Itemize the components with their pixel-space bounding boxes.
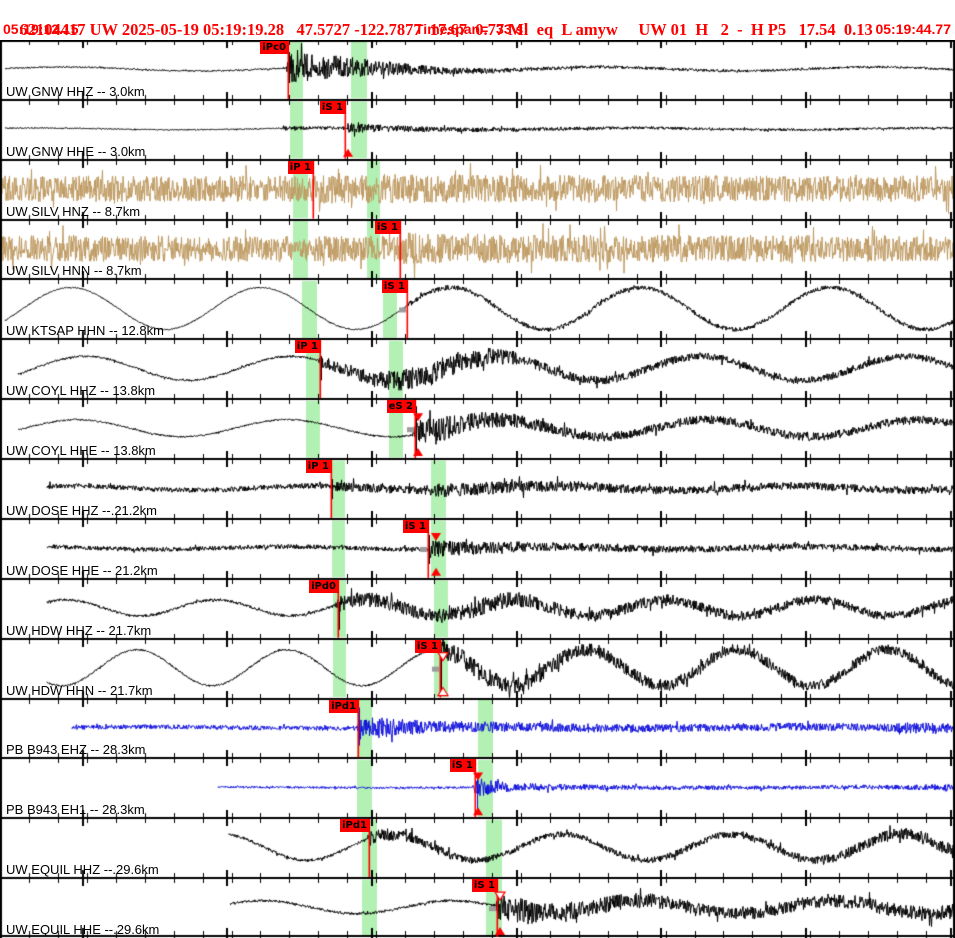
station-label: UW EQUIL HHZ --.29.6km <box>6 862 159 878</box>
station-label: UW GNW HHE -- 3.0km <box>6 143 146 159</box>
station-label: UW EQUIL HHE --.29.6km <box>6 922 160 937</box>
pick-flag[interactable]: iP 1 <box>294 340 321 354</box>
window-end-time: 05:19:44.77 <box>875 21 951 37</box>
timespan-label: Timespan= 33 s <box>415 21 524 37</box>
event-header: 62104417 UW 2025-05-19 05:19:19.28 47.57… <box>3 0 955 39</box>
pick-flag[interactable]: iP 1 <box>305 460 332 474</box>
pick-flag[interactable]: iP 1 <box>287 160 314 174</box>
station-label: UW SILV HNN -- 8.7km <box>6 263 142 279</box>
pick-flag[interactable]: iS 1 <box>449 759 476 773</box>
station-label: UW KTSAP HHN -- 12.8km <box>6 323 164 339</box>
station-label: UW COYL HHE -- 13.8km <box>6 443 156 459</box>
station-label: UW COYL HHZ -- 13.8km <box>6 383 156 399</box>
pick-flag[interactable]: iS 1 <box>381 280 408 294</box>
pick-flag[interactable]: iS 1 <box>414 639 441 653</box>
station-label: UW SILV HNZ -- 8.7km <box>6 203 141 219</box>
seismogram-canvas[interactable] <box>0 40 955 938</box>
station-label: UW DOSE HHE -- 21.2km <box>6 562 158 578</box>
pick-flag[interactable]: eS 2 <box>386 400 416 414</box>
station-label: UW HDW HHZ -- 21.7km <box>6 622 152 638</box>
station-label: PB B943 EH1 -- 28.3km <box>6 802 145 818</box>
event-summary-text: 62104417 UW 2025-05-19 05:19:19.28 47.57… <box>19 20 873 39</box>
station-label: UW HDW HHN -- 21.7km <box>6 682 153 698</box>
pick-flag[interactable]: iS 1 <box>471 879 498 893</box>
station-label: UW GNW HHZ -- 3.0km <box>6 83 145 99</box>
pick-flag[interactable]: iPd1 <box>329 699 359 713</box>
station-label: PB B943 EHZ -- 28.3km <box>6 742 146 758</box>
station-label: UW DOSE HHZ --.21.2km <box>6 502 157 518</box>
pick-flag[interactable]: iPc0 <box>260 41 289 54</box>
trace-area: UW GNW HHZ -- 3.0km iPc0 UW GNW HHE -- 3.0… <box>0 40 955 938</box>
time-header: 05:19:12.15 Timespan= 33 s 05:19:44.77 <box>0 20 955 40</box>
pick-flag[interactable]: iS 1 <box>402 519 429 533</box>
window-start-time: 05:19:12.15 <box>3 21 79 37</box>
pick-flag[interactable]: iPd1 <box>340 819 370 833</box>
pick-flag[interactable]: iS 1 <box>319 100 346 114</box>
pick-flag[interactable]: iPd0 <box>309 579 339 593</box>
pick-flag[interactable]: iS 1 <box>374 220 401 234</box>
